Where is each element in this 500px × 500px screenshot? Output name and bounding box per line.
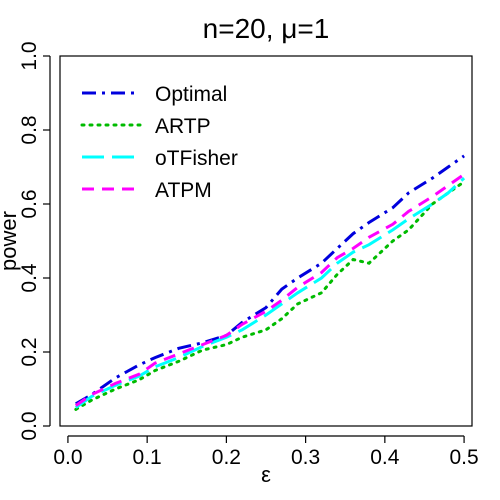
x-tick-label: 0.3 [291,446,320,469]
y-axis-label: power [0,211,21,271]
legend-label-atpm: ATPM [155,179,212,202]
legend: Optimal ARTP oTFisher ATPM [80,83,238,202]
y-tick-label: 0.2 [18,337,41,366]
series-line-artp [74,180,466,411]
x-tick-label: 0.5 [449,446,478,469]
series-line-otfisher [74,177,466,409]
x-tick-label: 0.4 [370,446,400,469]
x-tick-label: 0.0 [53,446,82,469]
series-line-atpm [74,173,465,407]
plot-frame [59,55,473,427]
y-tick-label: 0.0 [18,411,41,440]
legend-label-artp: ARTP [155,115,211,138]
y-tick-label: 0.8 [18,115,41,144]
y-tick-label: 1.0 [18,41,41,70]
legend-label-optimal: Optimal [155,83,227,106]
x-tick-label: 0.1 [133,446,162,469]
series-line-optimal [75,154,465,406]
y-tick-label: 0.6 [18,189,41,218]
series-layer [74,154,466,411]
chart-title: n=20, μ=1 [203,13,330,44]
legend-label-otfisher: oTFisher [155,147,238,170]
x-axis-label: ε [261,462,271,487]
x-tick-label: 0.2 [212,446,241,469]
axes-layer: 0.0 0.1 0.2 0.3 0.4 0.5 0.0 0.2 0.4 0.6 0.8 1.0 [18,41,479,469]
y-tick-label: 0.4 [18,263,41,293]
